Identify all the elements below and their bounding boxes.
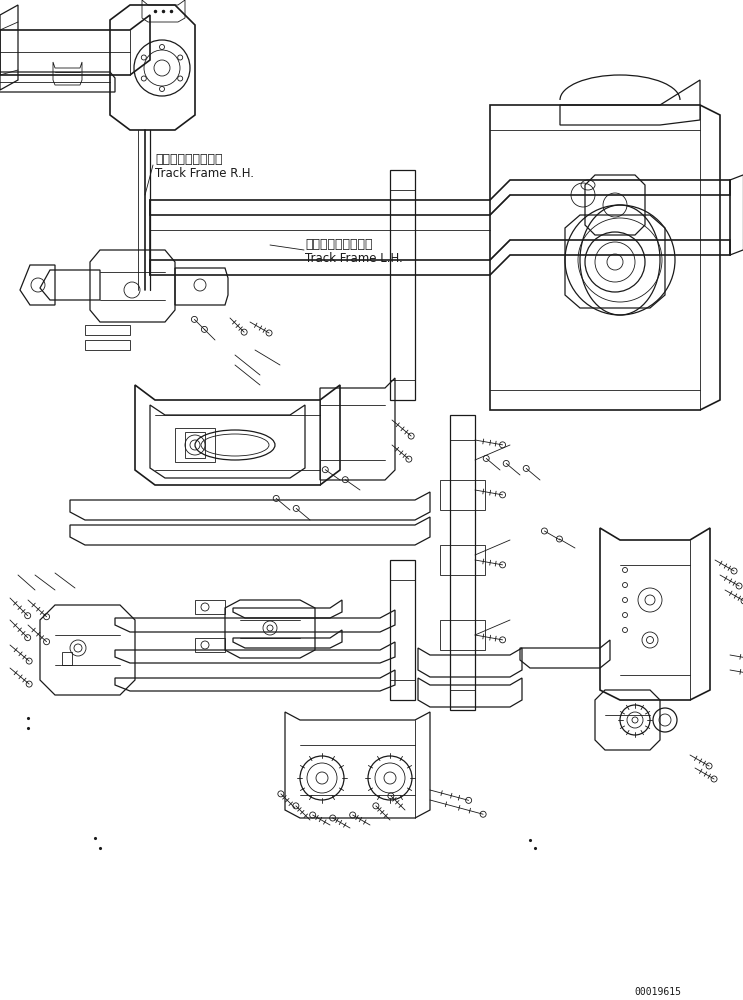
Text: トラックフレーム左: トラックフレーム左 [305,238,372,251]
Text: トラックフレーム右: トラックフレーム右 [155,153,222,166]
Text: 00019615: 00019615 [634,987,681,997]
Text: Track Frame R.H.: Track Frame R.H. [155,167,254,180]
Text: Track Frame L.H.: Track Frame L.H. [305,252,403,265]
